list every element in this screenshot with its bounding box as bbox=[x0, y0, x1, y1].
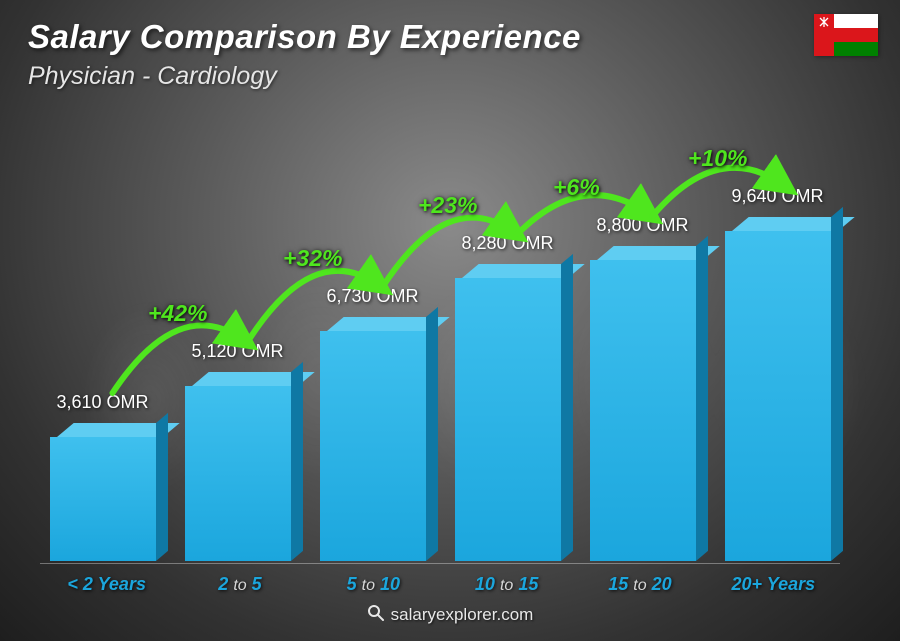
x-axis: < 2 Years2 to 55 to 1010 to 1515 to 2020… bbox=[40, 563, 840, 595]
bar-column: 8,800 OMR bbox=[580, 215, 705, 561]
x-tick: 2 to 5 bbox=[173, 574, 306, 595]
bar-column: 8,280 OMR bbox=[445, 233, 570, 561]
bar bbox=[725, 217, 831, 561]
page-subtitle: Physician - Cardiology bbox=[28, 62, 581, 91]
x-tick: < 2 Years bbox=[40, 574, 173, 595]
x-tick: 20+ Years bbox=[707, 574, 840, 595]
magnifier-icon bbox=[367, 604, 385, 627]
bar-column: 3,610 OMR bbox=[40, 392, 165, 561]
bar-value-label: 5,120 OMR bbox=[191, 341, 283, 362]
bar bbox=[455, 264, 561, 561]
bar-value-label: 6,730 OMR bbox=[326, 286, 418, 307]
bar-column: 5,120 OMR bbox=[175, 341, 300, 561]
header: Salary Comparison By Experience Physicia… bbox=[28, 18, 581, 91]
bar bbox=[320, 317, 426, 561]
bar-value-label: 8,280 OMR bbox=[461, 233, 553, 254]
country-flag-oman bbox=[814, 14, 878, 56]
bar-column: 6,730 OMR bbox=[310, 286, 435, 561]
page-title: Salary Comparison By Experience bbox=[28, 18, 581, 56]
x-tick: 10 to 15 bbox=[440, 574, 573, 595]
salary-bar-chart: 3,610 OMR 5,120 OMR 6,730 OMR bbox=[40, 110, 840, 561]
x-tick: 5 to 10 bbox=[307, 574, 440, 595]
bar bbox=[590, 246, 696, 561]
bar-column: 9,640 OMR bbox=[715, 186, 840, 561]
x-tick: 15 to 20 bbox=[573, 574, 706, 595]
bar bbox=[185, 372, 291, 561]
bar-value-label: 3,610 OMR bbox=[56, 392, 148, 413]
footer-site: salaryexplorer.com bbox=[391, 605, 534, 624]
bar-value-label: 9,640 OMR bbox=[731, 186, 823, 207]
bar-value-label: 8,800 OMR bbox=[596, 215, 688, 236]
footer: salaryexplorer.com bbox=[0, 604, 900, 627]
bar bbox=[50, 423, 156, 561]
